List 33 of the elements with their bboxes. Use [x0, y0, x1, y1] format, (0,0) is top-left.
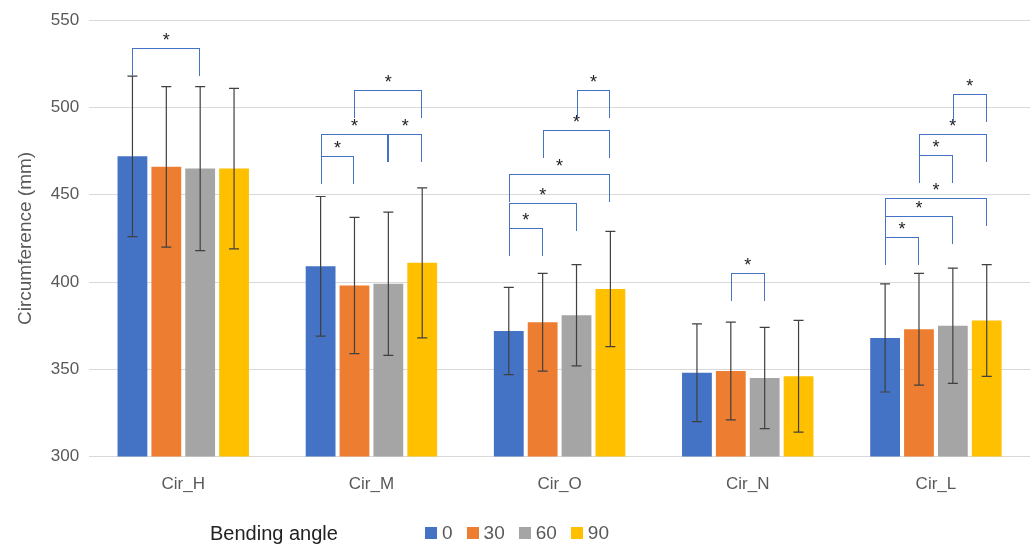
- annotation: *: [744, 255, 752, 276]
- annotation: *: [539, 185, 547, 206]
- y-tick-label: 500: [50, 97, 80, 117]
- y-axis-title: Circumference (mm): [13, 151, 35, 325]
- x-tick-label: Cir_L: [915, 474, 957, 494]
- x-tick-label: Cir_O: [537, 474, 582, 494]
- annotation: *: [966, 75, 974, 96]
- legend-label: 60: [535, 522, 557, 544]
- annotation: *: [915, 197, 923, 218]
- y-tick-label: 550: [50, 9, 80, 29]
- legend-title: Bending angle: [210, 521, 338, 545]
- annotation: *: [522, 209, 530, 230]
- x-tick-label: Cir_M: [348, 474, 395, 494]
- y-tick-label: 400: [50, 271, 80, 291]
- annotation: *: [556, 155, 564, 176]
- annotation: *: [589, 72, 597, 93]
- annotation: *: [162, 30, 170, 51]
- annotation: *: [350, 115, 358, 136]
- annotation: *: [401, 115, 409, 136]
- legend-label: 0: [442, 522, 453, 544]
- y-tick-label: 450: [50, 184, 80, 204]
- x-tick-label: Cir_H: [161, 474, 205, 494]
- legend-label: 30: [483, 522, 505, 544]
- y-tick-label: 350: [50, 359, 80, 379]
- y-tick-label: 300: [50, 446, 80, 466]
- x-tick-label: Cir_N: [726, 474, 770, 494]
- annotation: *: [334, 138, 342, 159]
- annotation: *: [932, 180, 940, 201]
- annotation: *: [573, 112, 581, 133]
- annotation: *: [898, 218, 906, 239]
- legend-label: 90: [587, 522, 609, 544]
- annotation: *: [384, 72, 392, 93]
- annotation: *: [932, 136, 940, 157]
